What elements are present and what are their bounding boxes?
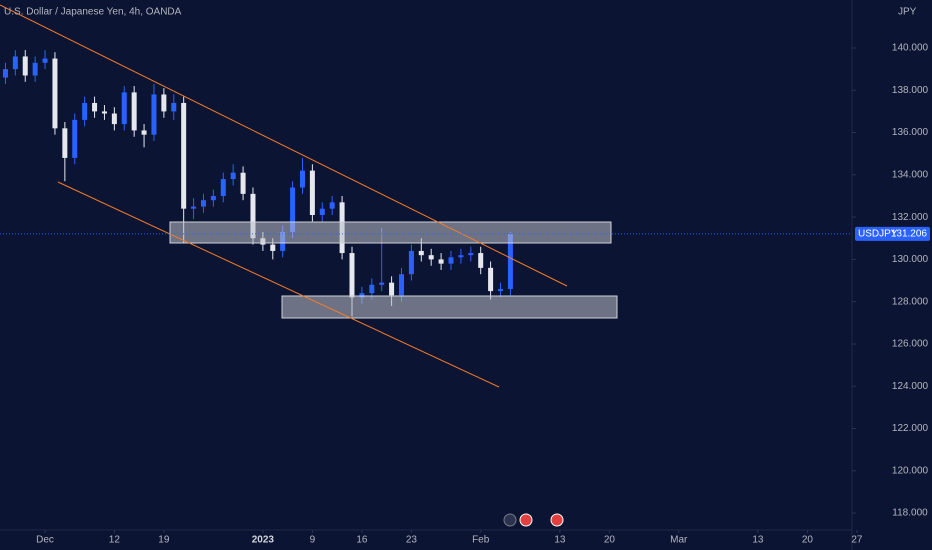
x-tick-label: 16 [356,535,368,546]
x-tick-label: 13 [752,535,764,546]
x-tick-label: Mar [670,535,688,546]
candle-body [52,58,58,129]
x-tick-label: 20 [802,535,814,546]
y-tick-label: 134.000 [892,169,929,180]
event-icons[interactable] [503,513,564,527]
x-tick-label: 2023 [252,535,275,546]
candle-body [111,113,117,125]
x-tick-label: 13 [554,535,566,546]
candle-body [250,193,256,239]
candle-body [319,208,325,216]
candle-body [488,267,494,292]
chart-title: U.S. Dollar / Japanese Yen, 4h, OANDA [4,7,182,18]
candle-body [92,102,98,112]
trend-line[interactable] [0,4,568,287]
x-tick-label: 19 [158,535,170,546]
event-icon[interactable] [550,513,564,527]
y-tick-label: 122.000 [892,423,929,434]
zone-box[interactable] [281,295,618,319]
symbol-label: USDJPY [858,229,898,240]
candle-body [101,111,107,114]
candle-body [121,92,127,125]
candle-body [349,253,355,298]
candle-body [82,102,88,120]
y-tick-label: 140.000 [892,43,929,54]
candle-body [270,244,276,251]
candle-body [408,250,414,275]
candle-body [62,128,68,158]
y-tick-label: 120.000 [892,465,929,476]
candle-body [22,56,28,76]
y-tick-label: 124.000 [892,381,929,392]
y-tick-label: 132.000 [892,212,929,223]
x-tick-label: 23 [406,535,418,546]
candle-body [448,257,454,264]
candle-body [290,187,296,232]
currency-label: JPY [898,7,917,18]
candle-body [398,274,404,296]
candle-body [498,288,504,292]
candle-body [438,259,444,264]
x-tick-label: Dec [36,535,54,546]
x-tick-label: 9 [310,535,316,546]
candle-body [379,282,385,285]
candle-body [161,94,167,112]
y-tick-label: 126.000 [892,339,929,350]
x-tick-label: 27 [851,535,863,546]
candle-body [181,102,187,209]
x-tick-label: 20 [604,535,616,546]
candle-body [299,170,305,188]
candle-body [141,130,147,135]
candle-body [131,92,137,131]
candle-body [418,250,424,256]
candle-body [478,253,484,268]
y-tick-label: 130.000 [892,254,929,265]
candle-body [151,94,157,135]
candle-body [2,69,8,78]
candle-body [359,293,365,298]
candle-body [12,56,18,70]
candle-body [240,172,246,194]
candle-body [42,58,48,63]
y-tick-label: 136.000 [892,127,929,138]
candle-body [32,62,38,76]
x-tick-label: 12 [109,535,121,546]
y-tick-label: 128.000 [892,296,929,307]
candle-body [468,253,474,256]
event-icon[interactable] [503,513,517,527]
price-tag [855,226,930,241]
candle-body [210,195,216,201]
candle-body [428,255,434,260]
last-price-label: 131.206 [891,229,928,240]
y-tick-label: 138.000 [892,85,929,96]
candle-body [309,170,315,216]
y-tick-label: 118.000 [892,508,928,519]
candle-body [507,234,513,289]
candle-body [171,102,177,112]
candle-body [191,206,197,209]
candle-body [72,119,78,158]
event-icon[interactable] [519,513,533,527]
candle-body [220,179,226,196]
trend-line[interactable] [57,181,500,388]
x-tick-label: Feb [472,535,490,546]
candle-body [458,255,464,258]
candle-body [200,200,206,207]
candle-body [329,202,335,209]
candle-body [230,172,236,180]
candle-body [389,282,395,296]
zone-box[interactable] [169,221,612,244]
candle-body [369,284,375,294]
